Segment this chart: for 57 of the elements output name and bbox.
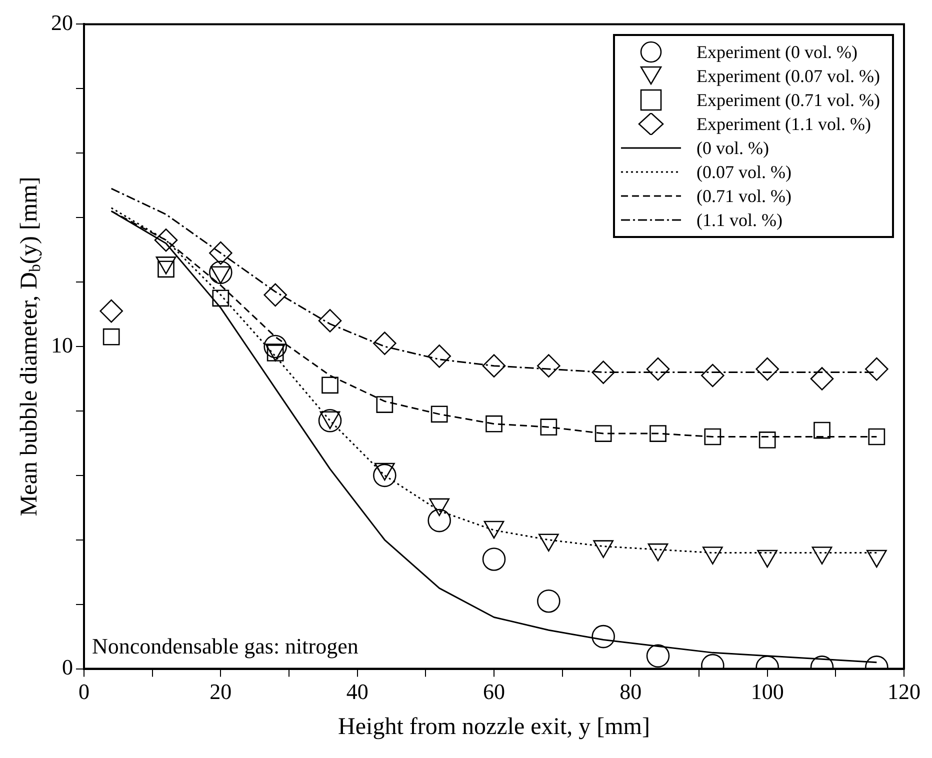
legend-label: Experiment (0.71 vol. %) [696, 90, 880, 111]
point [428, 508, 451, 532]
y-tick-label: 0 [62, 654, 73, 680]
point [704, 428, 722, 446]
point [486, 415, 502, 432]
point [650, 425, 666, 442]
point [814, 422, 830, 439]
legend-label: Experiment (1.1 vol. %) [696, 114, 871, 135]
point [318, 309, 342, 332]
x-tick-label: 80 [620, 678, 642, 704]
point [209, 241, 232, 265]
annotation: Noncondensable gas: nitrogen [92, 634, 358, 659]
x-axis-title: Height from nozzle exit, y [mm] [338, 714, 650, 740]
y-tick-label: 10 [51, 332, 73, 358]
legend-label: (0 vol. %) [696, 138, 770, 159]
point [756, 357, 779, 381]
y-tick-label: 20 [51, 10, 73, 35]
point [154, 228, 178, 252]
point [264, 334, 287, 358]
point [209, 260, 232, 284]
point [428, 344, 451, 368]
y-axis-title: Mean bubble diameter, Db(y) [mm] [16, 176, 44, 516]
point [482, 354, 506, 378]
x-tick-label: 40 [346, 678, 368, 704]
point [810, 367, 834, 390]
point [100, 299, 123, 323]
point [758, 432, 776, 448]
point [482, 548, 506, 571]
x-tick-label: 20 [210, 678, 232, 704]
point [594, 425, 612, 442]
point [592, 360, 615, 384]
x-tick-label: 100 [750, 678, 784, 704]
point [646, 357, 670, 381]
x-tick-label: 0 [78, 678, 90, 704]
point [868, 428, 886, 446]
point [540, 418, 558, 436]
x-tick-label: 60 [483, 678, 505, 704]
legend-label: (0.71 vol. %) [696, 186, 792, 207]
point [212, 290, 230, 307]
point [646, 644, 670, 668]
legend-label: Experiment (0.07 vol. %) [696, 66, 880, 87]
point [701, 364, 724, 388]
legend-label: Experiment (0 vol. %) [696, 42, 858, 63]
point [537, 589, 560, 613]
x-tick-label: 120 [888, 678, 920, 704]
point [373, 464, 396, 488]
legend-label: (0.07 vol. %) [696, 162, 792, 183]
legend-label: (1.1 vol. %) [696, 210, 783, 231]
point [102, 328, 120, 346]
point [537, 354, 560, 378]
point [322, 376, 338, 394]
point [373, 332, 396, 355]
point [592, 624, 615, 648]
point [865, 357, 888, 381]
point [430, 406, 448, 423]
point [376, 396, 394, 413]
point [264, 283, 287, 307]
